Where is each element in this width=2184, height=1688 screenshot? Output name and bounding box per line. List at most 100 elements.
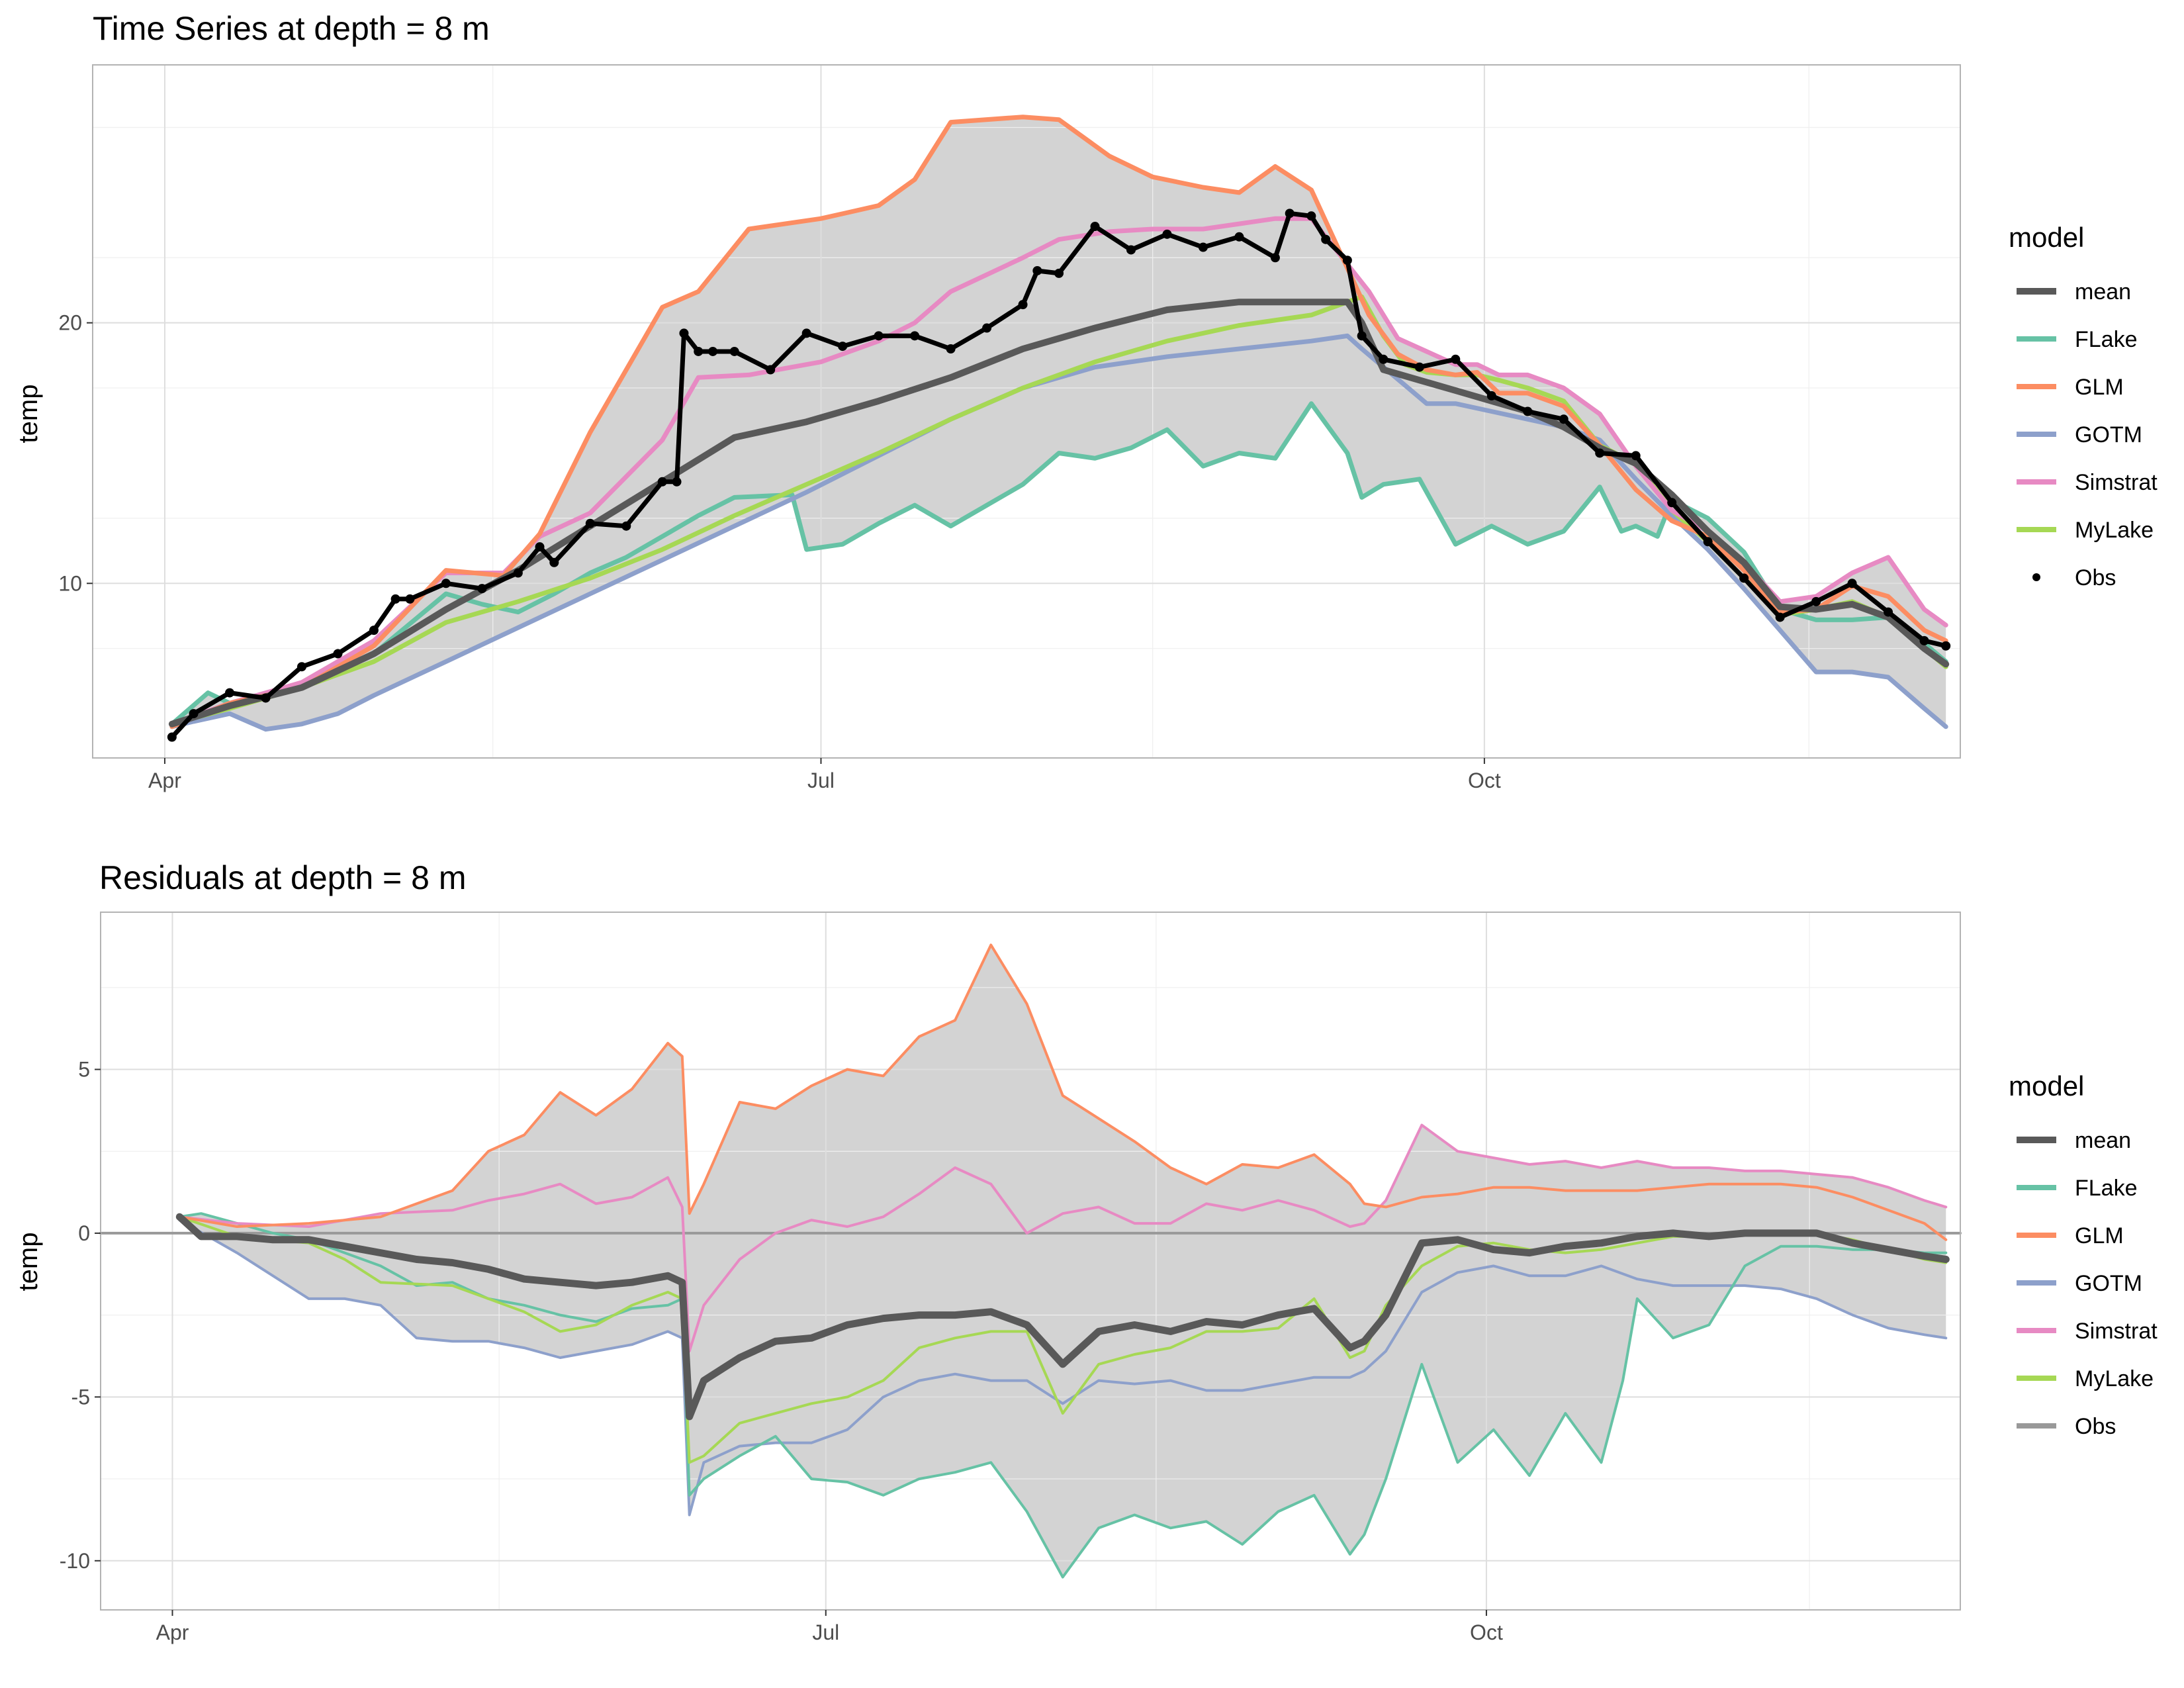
time-series-obs-point-2 [225,688,235,698]
time-series-obs-point-42 [1357,331,1367,341]
time-series-obs-point-18 [679,328,689,338]
time-series-series-gotm-line [169,333,1948,732]
time-series-obs-point-26 [910,331,920,341]
residuals-legend-label-flake: FLake [2075,1176,2138,1201]
residuals-series-glm-line [178,943,1948,1241]
time-series-obs-point-33 [1126,245,1136,255]
time-series-legend-label-mean: mean [2075,279,2131,305]
time-series-obs-point-9 [441,579,451,588]
time-series-y-tick-label-1: 20 [58,311,82,335]
time-series-obs-point-39 [1306,211,1316,221]
time-series-obs-point-28 [982,323,992,333]
time-series-obs-point-11 [513,568,523,578]
time-series-obs-point-50 [1631,451,1641,461]
time-series-obs-point-27 [946,344,956,354]
residuals-x-tick-label-1: Jul [812,1620,839,1644]
time-series-obs-point-20 [708,346,718,356]
time-series-legend-label-glm: GLM [2075,375,2124,400]
time-series-obs-point-38 [1285,209,1295,218]
time-series-obs-point-46 [1486,391,1496,400]
time-series-obs-point-25 [874,331,884,341]
time-series-legend-key-obs [2032,573,2040,581]
time-series-legend: model mean FLake GLM GOTM Simstrat MyLake Obs [2009,222,2158,590]
time-series-obs-point-55 [1811,596,1821,606]
time-series-x-tick-label-2: Oct [1468,769,1501,792]
time-series-legend-label-mylake: MyLake [2075,518,2154,543]
time-series-legend-label-gotm: GOTM [2075,422,2142,447]
residuals-y-tick-label-0: 5 [78,1058,90,1082]
time-series-obs-point-17 [672,477,682,487]
time-series-obs-point-13 [549,557,559,567]
time-series-obs-point-58 [1919,635,1929,645]
time-series-obs-point-16 [657,477,667,487]
residuals-legend-label-gotm: GOTM [2075,1271,2142,1296]
residuals-legend-label-simstrat: Simstrat [2075,1319,2158,1344]
residuals-legend-label-obs: Obs [2075,1414,2116,1439]
time-series-obs-point-36 [1234,232,1244,242]
time-series-obs-point-23 [801,328,811,338]
time-series-obs-point-29 [1018,300,1028,310]
time-series-obs-point-32 [1090,222,1100,232]
residuals-x-tick-label-0: Apr [156,1620,189,1644]
time-series-obs-point-34 [1162,229,1172,239]
residuals-y-tick-label-2: -5 [71,1385,90,1409]
time-series-min-max-ribbon [171,117,1946,729]
time-series-obs-point-14 [585,518,595,528]
residuals-ribbon-layer [179,945,1946,1577]
time-series-x-tick-label-1: Jul [807,769,835,792]
residuals-legend-title: model [2009,1070,2084,1102]
time-series-legend-label-simstrat: Simstrat [2075,470,2158,495]
residuals-lines [99,943,1962,1579]
residuals-x-tick-label-2: Oct [1470,1620,1503,1644]
residuals-series-gotm-line [178,1219,1948,1517]
time-series-obs-point-59 [1941,641,1951,651]
time-series-obs-point-49 [1595,448,1605,458]
time-series-ribbon-layer [171,117,1946,729]
time-series-obs-point-54 [1775,612,1785,622]
time-series-legend-title: model [2009,222,2084,253]
time-series-obs-point-7 [390,594,400,604]
time-series-obs-point-5 [333,649,343,659]
time-series-panel-border [92,64,1961,759]
time-series-obs-point-8 [405,594,415,604]
time-series-obs-point-45 [1451,354,1461,364]
time-series-obs-point-48 [1559,414,1569,424]
time-series-obs-point-41 [1342,256,1352,265]
residuals-legend: model mean FLake GLM GOTM Simstrat MyLake Obs [2009,1070,2158,1439]
residuals-legend-label-mylake: MyLake [2075,1366,2154,1391]
time-series-lines [167,115,1951,742]
time-series-obs-point-12 [535,542,545,552]
time-series-y-axis-title: temp [14,385,43,444]
time-series-obs-point-30 [1032,265,1042,275]
time-series-series-glm-line [169,115,1948,729]
time-series-legend-label-flake: FLake [2075,327,2138,352]
time-series-obs-point-53 [1739,573,1749,583]
time-series-series-flake-line [169,401,1948,727]
residuals-title: Residuals at depth = 8 m [99,859,467,896]
time-series-axes: 10 20 Apr Jul Oct [58,64,1961,792]
residuals-legend-label-glm: GLM [2075,1223,2124,1248]
time-series-title: Time Series at depth = 8 m [93,10,490,47]
time-series-obs-point-43 [1379,354,1388,364]
time-series-obs-point-24 [838,342,848,352]
time-series-legend-label-obs: Obs [2075,565,2116,590]
residuals-series-mean-line [175,1213,1950,1421]
residuals-axes: 5 0 -5 -10 Apr Jul Oct [60,912,1961,1644]
time-series-obs-point-44 [1414,362,1424,372]
time-series-obs-point-21 [729,346,739,356]
time-series-obs-point-35 [1198,242,1208,252]
time-series-y-tick-label-0: 10 [58,571,82,595]
time-series-obs-point-1 [189,709,199,719]
time-series-obs-point-40 [1321,234,1331,244]
time-series-obs-point-51 [1667,498,1677,508]
time-series-obs-point-0 [167,732,177,742]
residuals-min-max-ribbon [179,945,1946,1577]
residuals-legend-label-mean: mean [2075,1128,2131,1153]
residuals-series-simstrat-line [178,1123,1948,1353]
time-series-obs-point-4 [296,662,306,672]
time-series-x-tick-label-0: Apr [148,769,181,792]
time-series-obs-point-10 [477,584,487,594]
time-series-obs-point-31 [1054,268,1064,278]
time-series-obs-point-56 [1847,579,1857,588]
residuals-series-mylake-line [178,1215,1948,1464]
